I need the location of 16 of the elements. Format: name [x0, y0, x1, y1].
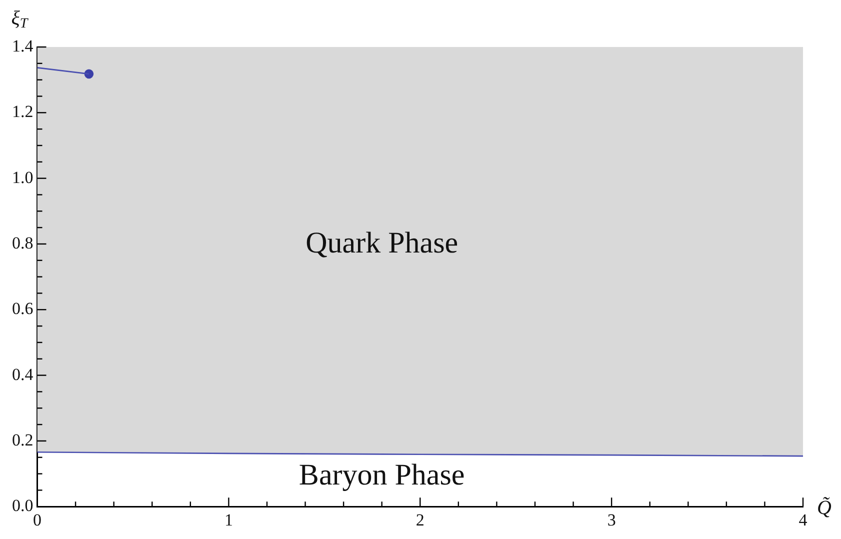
x-axis-title: Q̃	[817, 496, 832, 519]
y-tick-label: 0.0	[12, 496, 34, 516]
x-tick-label: 3	[607, 510, 616, 530]
y-tick-label: 0.2	[12, 430, 34, 450]
y-tick-label: 0.4	[12, 364, 34, 384]
y-tick-label: 1.0	[12, 168, 34, 187]
x-tick-label: 1	[224, 510, 233, 530]
annotation: Baryon Phase	[298, 458, 465, 492]
x-tick-label: 4	[798, 510, 808, 530]
y-tick-label: 1.4	[12, 36, 34, 56]
annotation: Quark Phase	[306, 226, 458, 260]
y-tick-label: 0.8	[12, 233, 34, 252]
y-tick-label: 0.6	[12, 299, 34, 318]
x-tick-label: 0	[33, 510, 42, 530]
y-tick-label: 1.2	[12, 102, 34, 122]
x-tick-label: 2	[416, 510, 424, 530]
